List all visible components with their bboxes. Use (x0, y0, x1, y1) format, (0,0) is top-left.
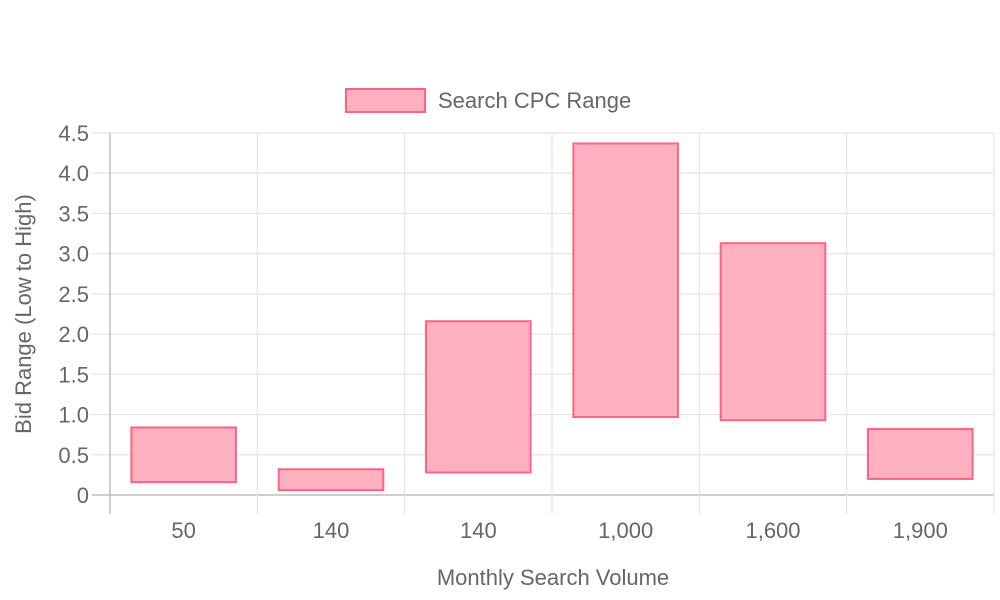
grid-lines (92, 132, 995, 514)
x-tick-label: 1,900 (893, 518, 948, 543)
bars (130, 142, 974, 492)
range-bar[interactable] (867, 428, 974, 480)
legend[interactable]: Search CPC Range (345, 88, 631, 113)
x-tick-label: 140 (313, 518, 350, 543)
range-bar[interactable] (425, 320, 532, 474)
y-tick-label: 4.5 (58, 121, 89, 146)
y-tick-label: 3.0 (58, 242, 89, 267)
x-tick-label: 1,000 (598, 518, 653, 543)
y-axis-title: Bid Range (Low to High) (11, 194, 36, 434)
x-tick-label: 140 (460, 518, 497, 543)
tick-labels: 0 0.5 1.0 1.5 2.0 2.5 3.0 3.5 4.0 4.5 50 140 140 1,00… (58, 121, 947, 543)
range-bar[interactable] (719, 242, 827, 422)
x-axis-title: Monthly Search Volume (437, 565, 669, 590)
y-tick-label: 2.0 (58, 322, 89, 347)
range-bar[interactable] (572, 142, 679, 418)
y-tick-label: 0 (77, 483, 89, 508)
y-tick-label: 4.0 (58, 161, 89, 186)
y-tick-label: 1.0 (58, 403, 89, 428)
legend-label[interactable]: Search CPC Range (438, 88, 631, 113)
range-bar[interactable] (277, 468, 385, 492)
x-tick-label: 50 (171, 518, 195, 543)
range-bar[interactable] (130, 426, 237, 484)
y-tick-label: 3.5 (58, 201, 89, 226)
y-tick-label: 2.5 (58, 282, 89, 307)
y-tick-label: 1.5 (58, 362, 89, 387)
x-tick-label: 1,600 (745, 518, 800, 543)
y-tick-label: 0.5 (58, 443, 89, 468)
legend-swatch[interactable] (345, 88, 426, 113)
